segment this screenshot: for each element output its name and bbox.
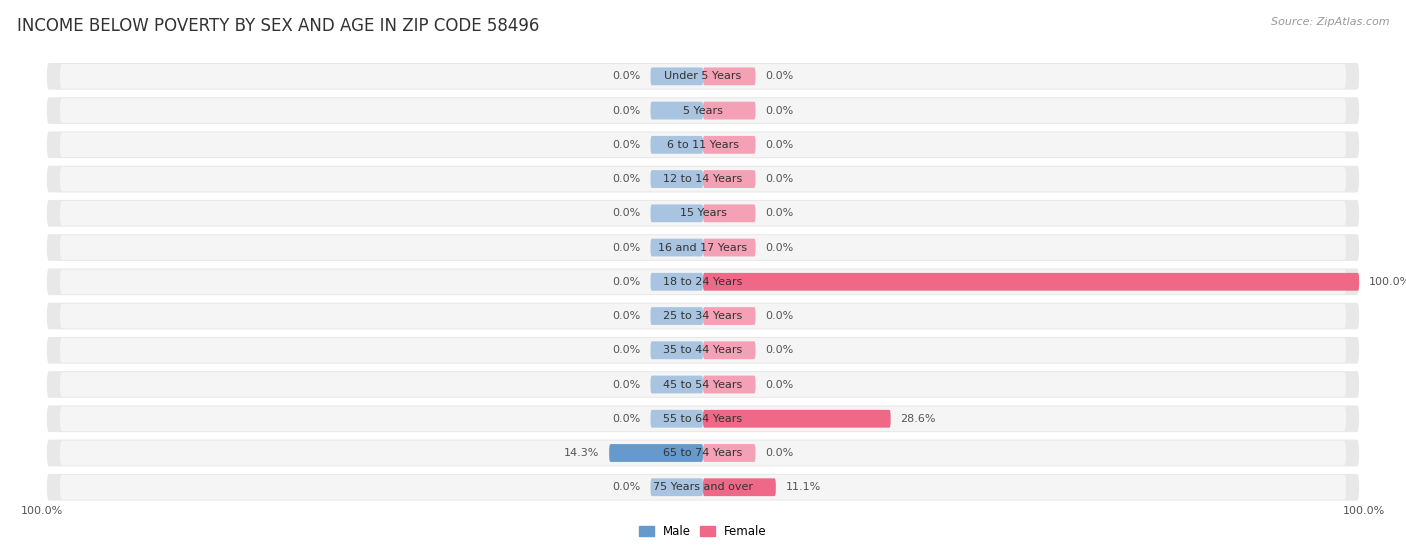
FancyBboxPatch shape xyxy=(60,338,1346,363)
Text: 0.0%: 0.0% xyxy=(613,208,641,218)
Text: 0.0%: 0.0% xyxy=(613,379,641,389)
FancyBboxPatch shape xyxy=(703,102,755,119)
FancyBboxPatch shape xyxy=(651,204,703,222)
FancyBboxPatch shape xyxy=(651,376,703,393)
FancyBboxPatch shape xyxy=(60,372,1346,397)
FancyBboxPatch shape xyxy=(703,239,755,257)
Text: 0.0%: 0.0% xyxy=(765,105,793,116)
Text: 14.3%: 14.3% xyxy=(564,448,599,458)
FancyBboxPatch shape xyxy=(60,406,1346,431)
FancyBboxPatch shape xyxy=(60,132,1346,157)
Text: 18 to 24 Years: 18 to 24 Years xyxy=(664,277,742,287)
FancyBboxPatch shape xyxy=(46,234,1360,261)
Text: 5 Years: 5 Years xyxy=(683,105,723,116)
Text: 0.0%: 0.0% xyxy=(613,174,641,184)
Text: 0.0%: 0.0% xyxy=(765,243,793,253)
FancyBboxPatch shape xyxy=(60,201,1346,225)
Text: 0.0%: 0.0% xyxy=(765,345,793,355)
FancyBboxPatch shape xyxy=(46,63,1360,90)
FancyBboxPatch shape xyxy=(651,170,703,188)
FancyBboxPatch shape xyxy=(46,200,1360,227)
Text: 6 to 11 Years: 6 to 11 Years xyxy=(666,140,740,150)
Text: 0.0%: 0.0% xyxy=(613,277,641,287)
FancyBboxPatch shape xyxy=(609,444,703,462)
FancyBboxPatch shape xyxy=(651,307,703,325)
Text: 0.0%: 0.0% xyxy=(613,71,641,81)
FancyBboxPatch shape xyxy=(46,268,1360,295)
Text: 0.0%: 0.0% xyxy=(765,208,793,218)
FancyBboxPatch shape xyxy=(46,337,1360,364)
Text: 0.0%: 0.0% xyxy=(765,71,793,81)
FancyBboxPatch shape xyxy=(46,166,1360,193)
FancyBboxPatch shape xyxy=(651,239,703,257)
FancyBboxPatch shape xyxy=(703,68,755,85)
Text: 12 to 14 Years: 12 to 14 Years xyxy=(664,174,742,184)
Text: 11.1%: 11.1% xyxy=(786,482,821,492)
Text: 75 Years and over: 75 Years and over xyxy=(652,482,754,492)
FancyBboxPatch shape xyxy=(60,167,1346,191)
FancyBboxPatch shape xyxy=(46,474,1360,501)
FancyBboxPatch shape xyxy=(46,302,1360,329)
Text: 55 to 64 Years: 55 to 64 Years xyxy=(664,413,742,424)
FancyBboxPatch shape xyxy=(60,304,1346,328)
FancyBboxPatch shape xyxy=(46,371,1360,398)
Text: 16 and 17 Years: 16 and 17 Years xyxy=(658,243,748,253)
Text: 15 Years: 15 Years xyxy=(679,208,727,218)
FancyBboxPatch shape xyxy=(703,136,755,153)
FancyBboxPatch shape xyxy=(703,410,890,427)
FancyBboxPatch shape xyxy=(651,341,703,359)
FancyBboxPatch shape xyxy=(703,170,755,188)
FancyBboxPatch shape xyxy=(60,441,1346,465)
FancyBboxPatch shape xyxy=(651,273,703,291)
FancyBboxPatch shape xyxy=(46,132,1360,158)
Text: Under 5 Years: Under 5 Years xyxy=(665,71,741,81)
Text: 0.0%: 0.0% xyxy=(765,379,793,389)
Text: 0.0%: 0.0% xyxy=(613,105,641,116)
Text: 0.0%: 0.0% xyxy=(765,448,793,458)
FancyBboxPatch shape xyxy=(60,475,1346,499)
FancyBboxPatch shape xyxy=(60,98,1346,123)
Text: 0.0%: 0.0% xyxy=(613,311,641,321)
FancyBboxPatch shape xyxy=(651,136,703,153)
FancyBboxPatch shape xyxy=(46,97,1360,124)
Text: 0.0%: 0.0% xyxy=(765,311,793,321)
Text: 0.0%: 0.0% xyxy=(613,413,641,424)
FancyBboxPatch shape xyxy=(651,478,703,496)
FancyBboxPatch shape xyxy=(703,478,776,496)
FancyBboxPatch shape xyxy=(703,444,755,462)
Text: 100.0%: 100.0% xyxy=(1343,506,1385,516)
Text: 0.0%: 0.0% xyxy=(613,140,641,150)
Text: 35 to 44 Years: 35 to 44 Years xyxy=(664,345,742,355)
FancyBboxPatch shape xyxy=(703,273,1360,291)
Text: 45 to 54 Years: 45 to 54 Years xyxy=(664,379,742,389)
Text: Source: ZipAtlas.com: Source: ZipAtlas.com xyxy=(1271,17,1389,27)
Legend: Male, Female: Male, Female xyxy=(634,520,772,542)
Text: 25 to 34 Years: 25 to 34 Years xyxy=(664,311,742,321)
FancyBboxPatch shape xyxy=(703,341,755,359)
Text: 0.0%: 0.0% xyxy=(613,345,641,355)
FancyBboxPatch shape xyxy=(703,307,755,325)
FancyBboxPatch shape xyxy=(703,376,755,393)
Text: 0.0%: 0.0% xyxy=(613,482,641,492)
Text: 0.0%: 0.0% xyxy=(765,140,793,150)
FancyBboxPatch shape xyxy=(46,406,1360,432)
Text: 100.0%: 100.0% xyxy=(21,506,63,516)
FancyBboxPatch shape xyxy=(651,102,703,119)
Text: 65 to 74 Years: 65 to 74 Years xyxy=(664,448,742,458)
FancyBboxPatch shape xyxy=(60,270,1346,294)
FancyBboxPatch shape xyxy=(60,235,1346,260)
FancyBboxPatch shape xyxy=(46,440,1360,466)
FancyBboxPatch shape xyxy=(651,410,703,427)
FancyBboxPatch shape xyxy=(60,64,1346,89)
Text: 100.0%: 100.0% xyxy=(1369,277,1406,287)
Text: 28.6%: 28.6% xyxy=(900,413,936,424)
FancyBboxPatch shape xyxy=(703,204,755,222)
Text: 0.0%: 0.0% xyxy=(613,243,641,253)
FancyBboxPatch shape xyxy=(651,68,703,85)
Text: 0.0%: 0.0% xyxy=(765,174,793,184)
Text: INCOME BELOW POVERTY BY SEX AND AGE IN ZIP CODE 58496: INCOME BELOW POVERTY BY SEX AND AGE IN Z… xyxy=(17,17,540,35)
